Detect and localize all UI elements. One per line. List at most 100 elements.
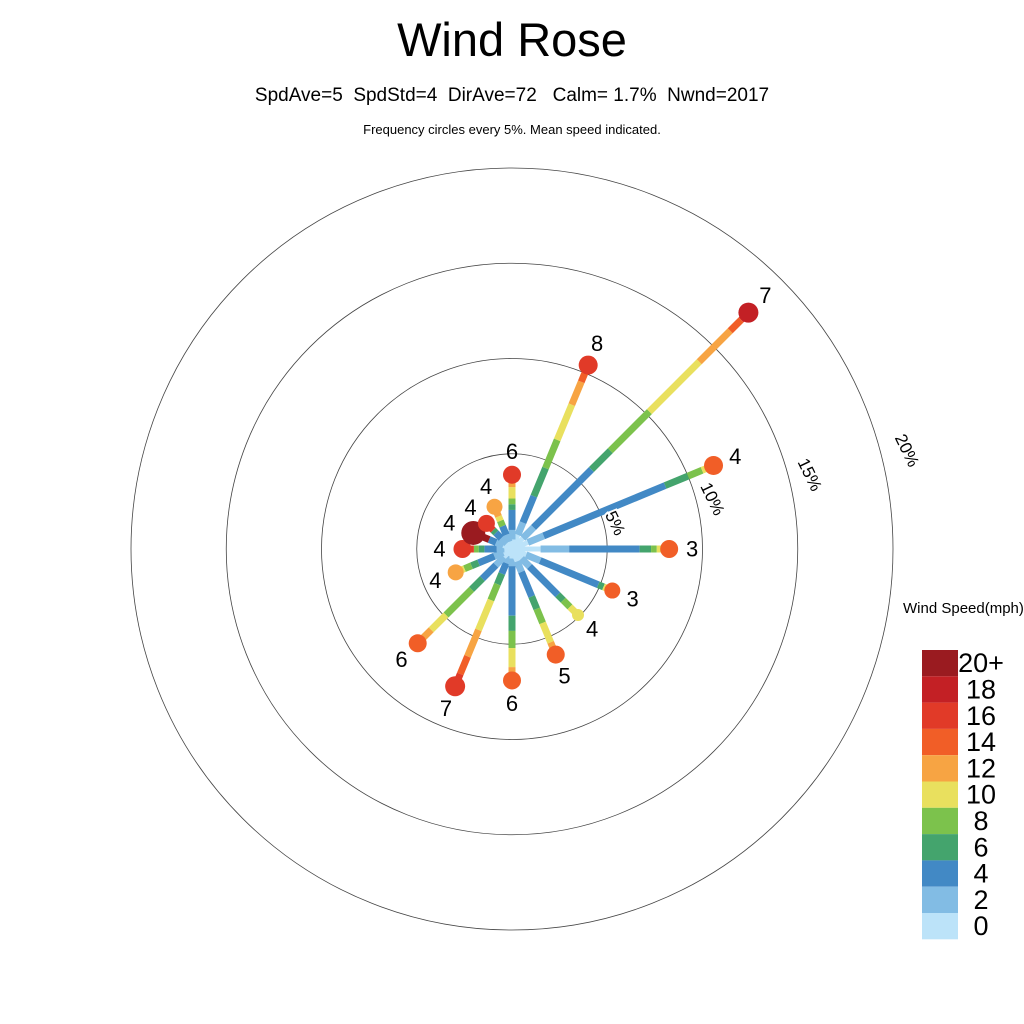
mean-speed-label-ENE: 4	[729, 444, 741, 469]
mean-speed-label-NNW: 4	[480, 474, 492, 499]
legend-value-6: 6	[973, 832, 988, 862]
spoke-dot-NW	[477, 514, 495, 532]
legend-value-8: 8	[973, 806, 988, 836]
spoke-segment-ESE-bin6	[596, 581, 605, 591]
spoke-segment-ENE-bin4	[542, 482, 667, 540]
mean-speed-label-SSE: 5	[558, 663, 570, 688]
spoke-segment-WSW-bin4	[477, 553, 496, 567]
spoke-segment-NNW-bin10	[495, 515, 504, 523]
legend-swatch-20+	[922, 650, 958, 677]
legend-swatch-0	[922, 913, 958, 940]
spoke-segment-SE-bin8	[560, 597, 573, 610]
legend-swatch-10	[922, 781, 958, 808]
legend-value-16: 16	[966, 701, 996, 731]
legend-swatch-8	[922, 807, 958, 835]
spoke-segment-SE-bin2	[518, 555, 532, 569]
legend-value-10: 10	[966, 780, 996, 810]
spoke-segment-SSE-bin8	[533, 607, 546, 625]
spoke-segment-SE-bin6	[555, 592, 566, 603]
spoke-segment-SW-bin12	[420, 627, 434, 641]
spoke-segment-NE-bin6	[589, 448, 613, 472]
spoke-segment-SSW-bin6	[494, 572, 506, 586]
legend-value-2: 2	[973, 885, 988, 915]
spoke-segment-NE-bin4	[531, 467, 594, 530]
frequency-ring-10pct	[321, 358, 703, 740]
spoke-segment-SW-bin2	[493, 554, 507, 568]
spoke-segment-ESE-bin2	[524, 551, 542, 564]
legend-swatch-2	[922, 886, 958, 913]
spoke-dot-SE	[572, 609, 585, 622]
spoke-segment-NNE-bin12	[568, 380, 585, 407]
mean-speed-label-NW: 4	[464, 495, 476, 520]
spoke-segment-SSW-bin4	[498, 561, 510, 575]
mean-speed-label-NNE: 8	[591, 331, 603, 356]
mean-speed-label-SSW: 7	[440, 696, 452, 721]
legend-swatch-16	[922, 702, 958, 729]
spoke-dot-WSW	[447, 564, 464, 581]
spoke-dot-N	[503, 465, 521, 484]
spoke-segment-SW-bin8	[443, 586, 475, 618]
spoke-segment-NE-bin10	[646, 359, 702, 415]
spoke-dot-SSW	[445, 676, 466, 697]
spoke-segment-SSE-bin6	[528, 595, 541, 611]
legend-swatch-14	[922, 728, 958, 756]
spoke-segment-NNE-bin6	[530, 466, 549, 498]
legend-value-0: 0	[973, 911, 988, 941]
legend-value-18: 18	[966, 674, 996, 704]
spoke-segment-NW-bin2	[498, 535, 510, 547]
spoke-segment-NNE-bin8	[542, 438, 561, 470]
mean-speed-label-NE: 7	[759, 283, 771, 308]
legend-value-14: 14	[966, 727, 996, 757]
spoke-segment-NE-bin14	[727, 317, 744, 334]
spoke-segment-SSE-bin10	[539, 621, 554, 644]
spoke-segment-ENE-bin8	[686, 467, 704, 480]
frequency-ring-20pct	[130, 167, 894, 931]
spoke-dot-NNE	[578, 355, 598, 375]
spoke-segment-ENE-bin6	[663, 472, 690, 489]
legend-swatch-6	[922, 834, 958, 861]
spoke-segment-WSW-bin6	[470, 559, 480, 570]
spoke-dot-S	[503, 671, 521, 690]
spoke-segment-SSW-bin2	[502, 554, 513, 565]
legend-value-20+: 20+	[958, 648, 1004, 678]
spoke-segment-SE-bin0	[510, 547, 524, 561]
spoke-segment-SSW-bin10	[475, 598, 495, 632]
spoke-segment-ENE-bin2	[526, 532, 546, 546]
spoke-segment-SSW-bin12	[464, 628, 482, 658]
spoke-segment-WNW-bin2	[494, 539, 505, 549]
spoke-segment-NE-bin2	[520, 524, 537, 541]
spoke-dot-W	[453, 540, 472, 558]
spoke-segment-NE-bin12	[696, 328, 733, 365]
spoke-segment-SSE-bin2	[513, 559, 525, 574]
spoke-dot-NNW	[486, 498, 503, 515]
spoke-segment-NW-bin4	[493, 530, 504, 541]
ring-label-10%: 10%	[696, 480, 728, 519]
legend-swatch-4	[922, 860, 958, 887]
legend-swatch-18	[922, 676, 958, 703]
mean-speed-label-SE: 4	[586, 617, 598, 642]
spoke-segment-ESE-bin4	[538, 557, 600, 588]
legend-value-12: 12	[966, 753, 996, 783]
mean-speed-label-SW: 6	[395, 647, 407, 672]
spoke-segment-SW-bin10	[428, 612, 449, 633]
ring-label-15%: 15%	[794, 455, 826, 494]
summary-stats-line: SpdAve=5 SpdStd=4 DirAve=72 Calm= 1.7% N…	[254, 85, 770, 106]
spoke-segment-SE-bin4	[527, 564, 561, 598]
mean-speed-label-WNW: 4	[443, 511, 455, 536]
spoke-segment-NE-bin8	[607, 409, 652, 454]
spoke-segment-NNW-bin4	[499, 524, 510, 537]
legend-value-4: 4	[973, 859, 988, 889]
spoke-segment-SSE-bin4	[518, 570, 535, 598]
spoke-segment-SSW-bin14	[457, 655, 471, 676]
spoke-segment-WSW-bin8	[463, 562, 473, 572]
frequency-note: Frequency circles every 5%. Mean speed i…	[363, 122, 661, 137]
mean-speed-label-ESE: 3	[627, 586, 639, 611]
spoke-dot-ESE	[604, 582, 621, 599]
spoke-segment-NNW-bin8	[497, 519, 506, 528]
frequency-ring-15pct	[225, 262, 799, 836]
spoke-segment-NNE-bin14	[578, 371, 589, 384]
spoke-segment-WNW-bin4	[487, 536, 498, 546]
spoke-dot-E	[660, 540, 679, 558]
